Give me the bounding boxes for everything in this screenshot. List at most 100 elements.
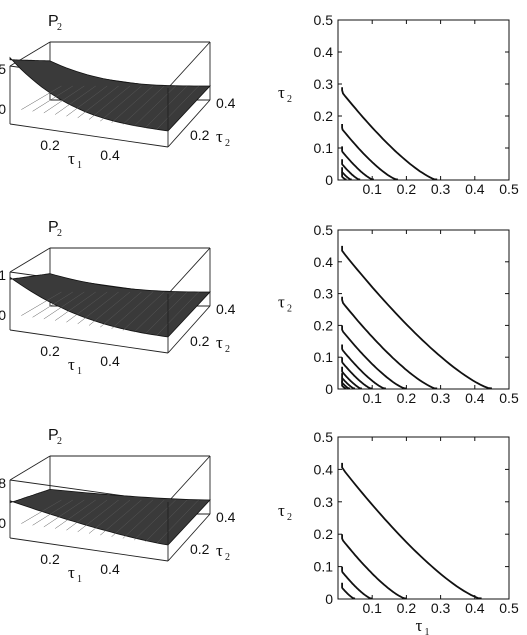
mesh-line bbox=[77, 499, 119, 533]
x-tick-label: 0.3 bbox=[431, 181, 451, 197]
y-tick-label: 0.4 bbox=[216, 301, 236, 317]
box-edge bbox=[9, 455, 51, 481]
y-tick-label: 0.2 bbox=[314, 108, 334, 124]
x-tick-label: 0.2 bbox=[40, 137, 60, 153]
mesh-line bbox=[122, 291, 165, 331]
x-tick-label: 0.5 bbox=[499, 390, 519, 406]
x-tick-label: 0.2 bbox=[40, 343, 60, 359]
y-tick-label: 0.5 bbox=[314, 222, 334, 238]
z-axis-label-sub: 2 bbox=[57, 436, 62, 447]
mesh-line bbox=[156, 499, 199, 544]
contour-panel-2: 0.1 0.2 0.3 0.4 0.5 0 0.1 0.2 0.3 0.4 0.5 τ 2 bbox=[278, 222, 519, 406]
y-tick-label: 0.4 bbox=[314, 254, 334, 270]
mesh-line bbox=[133, 85, 176, 127]
mesh-line bbox=[122, 499, 165, 539]
y-tick-label: 0.3 bbox=[314, 286, 334, 302]
z-axis-label-sub: 2 bbox=[57, 22, 62, 33]
x-tick-label: 0.2 bbox=[397, 600, 417, 616]
y-axis-label-main: τ bbox=[216, 333, 223, 352]
mesh-line bbox=[122, 85, 165, 125]
z-axis-label-main: P bbox=[48, 219, 59, 236]
y-tick-label: 0.4 bbox=[314, 44, 334, 60]
box-edge bbox=[167, 305, 211, 354]
y-axis-label-main: τ bbox=[216, 541, 223, 560]
mesh-line bbox=[77, 291, 119, 325]
mesh-line bbox=[43, 291, 85, 320]
box-edge bbox=[9, 329, 169, 354]
mesh-line bbox=[66, 85, 108, 117]
mesh-line bbox=[21, 499, 62, 524]
y-tick-label: 0.4 bbox=[314, 461, 334, 477]
x-tick-label: 0.2 bbox=[397, 390, 417, 406]
contour-line bbox=[341, 159, 361, 181]
contour-line bbox=[341, 462, 482, 600]
contour-frame bbox=[337, 229, 510, 390]
x-tick-label: 0.2 bbox=[40, 551, 60, 567]
contour-panel-3: 0.1 0.2 0.3 0.4 0.500.10.20.30.40.5τ 2τ 1 bbox=[278, 429, 519, 635]
y-tick-label: 0.2 bbox=[190, 333, 210, 349]
mesh-line bbox=[156, 85, 199, 130]
y-tick-label: 0.2 bbox=[314, 526, 334, 542]
y-tick-label: 0.2 bbox=[314, 317, 334, 333]
contour-line bbox=[341, 245, 492, 390]
y-tick-label: 0 bbox=[325, 381, 333, 397]
mesh-line bbox=[66, 499, 108, 531]
y-tick-label: 0.1 bbox=[314, 140, 334, 156]
mesh-line bbox=[100, 291, 142, 328]
z-axis-label: P2 bbox=[48, 13, 62, 33]
contour-line bbox=[341, 344, 386, 390]
contour-line bbox=[341, 377, 350, 390]
z-axis-label: P2 bbox=[48, 427, 62, 447]
contour-line bbox=[341, 172, 347, 181]
contour-line bbox=[341, 167, 352, 181]
mesh-line bbox=[32, 291, 73, 318]
x-axis-label-sub: 1 bbox=[77, 366, 82, 377]
z-tick-label: 0.8 bbox=[0, 475, 6, 491]
contour-frame bbox=[337, 19, 510, 181]
y-tick-label: 0 bbox=[325, 172, 333, 188]
contour-frame bbox=[337, 436, 510, 600]
contour-line bbox=[341, 381, 347, 390]
mesh-line bbox=[77, 85, 119, 119]
contour-line bbox=[341, 534, 407, 600]
mesh-line bbox=[111, 499, 154, 537]
x-tick-label: 0.4 bbox=[465, 181, 485, 197]
box-edge bbox=[9, 537, 169, 562]
mesh-line bbox=[133, 291, 176, 333]
y-axis-label-sub: 2 bbox=[287, 512, 292, 523]
y-axis-label-sub: 2 bbox=[225, 344, 230, 355]
y-tick-label: 0.1 bbox=[314, 559, 334, 575]
z-tick-label: 1.5 bbox=[0, 61, 6, 77]
contour-panel-1: 0.1 0.2 0.3 0.4 0.5 0 0.1 0.2 0.3 0.4 0.5 τ 2 bbox=[278, 12, 519, 197]
y-axis-label-main: τ bbox=[216, 127, 223, 146]
mesh-line bbox=[145, 291, 188, 334]
z-tick-label: 0 bbox=[0, 307, 6, 323]
y-axis-label-sub: 2 bbox=[225, 138, 230, 149]
x-tick-label: 0.2 bbox=[397, 181, 417, 197]
mesh-line bbox=[43, 85, 85, 114]
contour-line bbox=[341, 325, 407, 390]
contour-line bbox=[341, 357, 373, 390]
surface-sheet bbox=[9, 56, 211, 132]
contour-line bbox=[341, 566, 373, 600]
z-tick-label: 1 bbox=[0, 267, 6, 283]
x-tick-label: 0.4 bbox=[465, 390, 485, 406]
mesh-line bbox=[88, 499, 131, 534]
y-tick-label: 0.3 bbox=[314, 494, 334, 510]
mesh-line bbox=[54, 291, 96, 321]
mesh-line bbox=[100, 85, 142, 122]
x-tick-label: 0.3 bbox=[431, 600, 451, 616]
x-tick-label: 0.3 bbox=[431, 390, 451, 406]
y-axis-label-sub: 2 bbox=[287, 304, 292, 315]
x-tick-label: 0.1 bbox=[362, 600, 382, 616]
